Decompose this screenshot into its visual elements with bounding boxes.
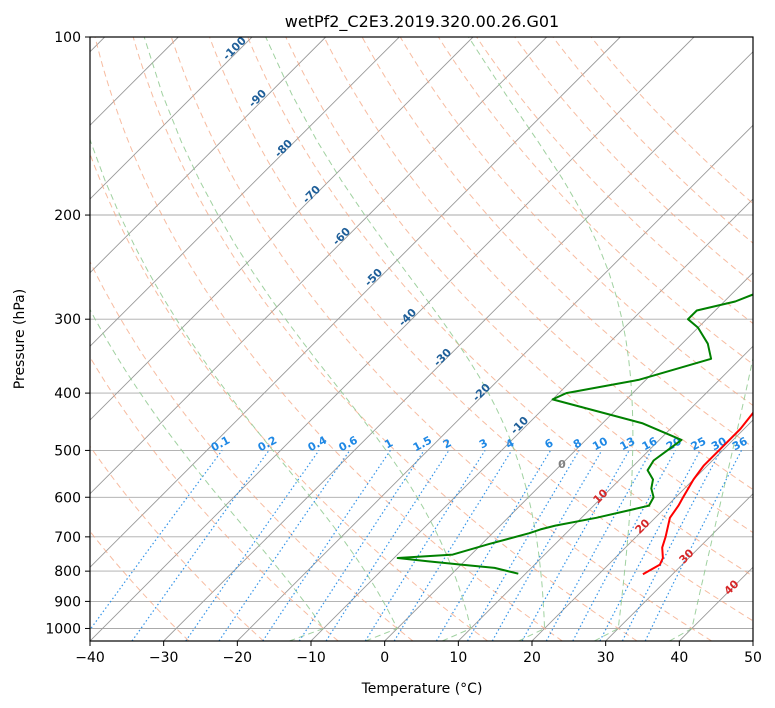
background-lines <box>90 37 753 641</box>
dry-adiabat-line <box>361 37 753 448</box>
isotherm-line <box>531 419 753 641</box>
mixing-ratio-line <box>466 450 580 641</box>
zero-isotherm-label: 0 <box>558 458 566 471</box>
mixing-ratio-label: 13 <box>618 435 638 454</box>
x-tick-label: 20 <box>523 650 541 666</box>
x-tick-label: −20 <box>223 650 253 666</box>
x-tick-label: 10 <box>449 650 467 666</box>
dry-adiabat-line <box>132 37 638 641</box>
dry-adiabat-line <box>209 37 753 622</box>
y-tick-label: 800 <box>54 564 81 580</box>
x-tick-label: 0 <box>380 650 389 666</box>
x-tick-label: −10 <box>296 650 326 666</box>
y-axis-title: Pressure (hPa) <box>12 289 28 389</box>
x-tick-label: 50 <box>744 650 762 666</box>
x-tick-label: −40 <box>75 650 105 666</box>
moist-adiabat-line <box>90 308 325 641</box>
isotherm-line <box>384 272 753 641</box>
isotherm-line <box>163 51 753 641</box>
mixing-ratio-line <box>131 450 270 641</box>
dry-adiabat-line <box>590 37 753 205</box>
isotherm-line <box>90 37 474 421</box>
dewpoint-profile-line <box>396 293 753 575</box>
y-tick-label: 400 <box>54 386 81 402</box>
chart-title: wetPf2_C2E3.2019.320.00.26.G01 <box>285 12 559 32</box>
mixing-ratio-label: 10 <box>590 434 610 453</box>
dry-adiabat-line <box>476 37 753 325</box>
y-tick-label: 1000 <box>45 621 81 637</box>
dry-adiabat-line <box>323 37 753 491</box>
moist-adiabat-line <box>468 37 634 641</box>
dry-adiabat-line <box>94 37 563 641</box>
isotherm-line <box>90 37 253 200</box>
x-tick-label: 30 <box>597 650 615 666</box>
y-axis: 100 200 300 400 500 600 700 800 900 1000 <box>45 30 90 637</box>
x-tick-label: −30 <box>149 650 179 666</box>
mixing-ratio-label: 30 <box>709 434 729 453</box>
mixing-ratio-line <box>218 450 351 641</box>
y-tick-label: 100 <box>54 30 81 46</box>
y-tick-label: 500 <box>54 443 81 459</box>
mixing-ratio-line <box>90 450 223 631</box>
y-tick-label: 700 <box>54 530 81 546</box>
dry-adiabat-line <box>247 37 753 577</box>
moist-adiabat-line <box>669 355 753 641</box>
isotherm-line <box>90 37 695 641</box>
dry-adiabat-line <box>514 37 753 284</box>
isotherm-line <box>457 345 753 641</box>
mixing-ratio-line <box>521 450 630 641</box>
x-axis-title: Temperature (°C) <box>361 681 483 697</box>
mixing-ratio-line <box>572 450 677 641</box>
isotherm-line <box>90 37 548 495</box>
plot-frame <box>89 36 754 642</box>
y-tick-label: 300 <box>54 312 81 328</box>
x-tick-label: 40 <box>670 650 688 666</box>
mixing-ratio-label: 25 <box>689 435 709 454</box>
isotherm-line <box>605 493 753 641</box>
mixing-ratio-label: 36 <box>730 434 750 453</box>
dry-adiabat-line <box>170 37 712 641</box>
mixing-ratio-label: 16 <box>640 434 660 453</box>
isotherm-line <box>236 124 753 641</box>
dry-adiabat-line <box>90 445 264 641</box>
x-axis: −40 −30 −20 −10 0 10 20 30 40 50 <box>75 641 762 666</box>
dry-adiabat-line <box>399 37 753 407</box>
y-tick-label: 600 <box>54 490 81 506</box>
y-tick-label: 200 <box>54 208 81 224</box>
mixing-ratio-line <box>393 450 513 641</box>
isotherm-line <box>90 37 327 274</box>
mixing-ratio-line <box>435 450 552 641</box>
mixing-ratio-line <box>545 450 652 641</box>
moist-adiabat-line <box>90 137 398 641</box>
moist-adiabat-line <box>143 37 472 641</box>
mixing-ratio-line <box>364 450 486 641</box>
moist-adiabat-line <box>265 37 546 641</box>
y-tick-label: 900 <box>54 594 81 610</box>
profiles <box>396 293 753 576</box>
isotherm-line <box>90 37 400 347</box>
isotherm-line <box>90 37 621 568</box>
mixing-ratio-line <box>325 450 450 641</box>
temperature-profile-line <box>642 411 753 576</box>
dry-adiabat-line <box>90 260 414 641</box>
mixing-ratio-line <box>491 450 603 641</box>
